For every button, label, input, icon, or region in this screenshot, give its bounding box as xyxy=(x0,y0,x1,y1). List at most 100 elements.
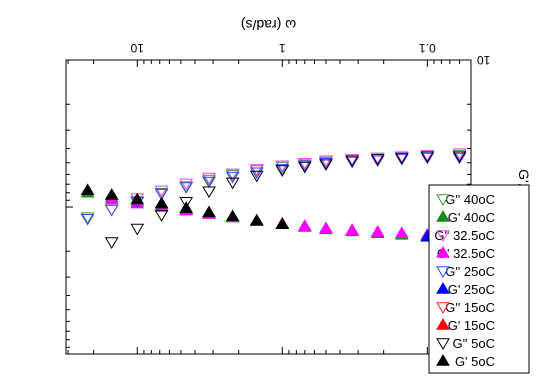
data-point xyxy=(104,237,119,249)
series-0 xyxy=(80,149,467,225)
data-point xyxy=(249,170,264,183)
data-point xyxy=(154,210,169,222)
plot-frame xyxy=(65,59,472,355)
data-point xyxy=(225,177,240,190)
data-point xyxy=(394,151,409,164)
legend-marker xyxy=(436,302,450,314)
legend-marker xyxy=(436,266,450,278)
data-point xyxy=(202,205,216,218)
data-point xyxy=(420,151,435,164)
legend-marker xyxy=(436,354,450,366)
data-point xyxy=(345,156,360,169)
data-point xyxy=(319,158,333,170)
data-point xyxy=(275,164,290,176)
data-point xyxy=(319,221,333,234)
x-tick-label: 1 xyxy=(279,41,286,55)
legend-label: G' 25oC xyxy=(448,282,495,297)
data-point xyxy=(297,159,312,171)
data-point xyxy=(80,212,95,225)
data-point xyxy=(452,151,467,164)
data-point xyxy=(370,154,385,166)
data-point xyxy=(179,201,194,213)
legend-marker xyxy=(436,338,450,350)
data-point xyxy=(249,164,264,176)
data-point xyxy=(275,217,290,229)
data-point xyxy=(452,149,467,162)
legend-marker xyxy=(436,246,450,258)
legend-marker xyxy=(436,230,450,242)
data-point xyxy=(345,223,360,235)
legend-label: G'' 15oC xyxy=(445,300,495,315)
data-points xyxy=(80,148,467,249)
data-point xyxy=(225,209,240,222)
data-point xyxy=(394,226,409,239)
x-axis-title: ω (rad/s) xyxy=(241,17,296,33)
data-point xyxy=(345,154,360,166)
data-point xyxy=(80,213,95,226)
data-point xyxy=(297,158,312,170)
data-point xyxy=(179,196,194,209)
data-point xyxy=(370,155,385,168)
legend-marker xyxy=(436,210,450,222)
data-point xyxy=(202,174,216,187)
data-point xyxy=(345,155,360,168)
data-point xyxy=(130,192,145,205)
data-point xyxy=(202,186,216,199)
data-point xyxy=(452,148,467,161)
data-point xyxy=(130,223,145,236)
data-point xyxy=(319,159,333,171)
data-point xyxy=(154,196,169,209)
data-point xyxy=(319,155,333,168)
data-point xyxy=(420,149,435,162)
data-point xyxy=(202,176,216,189)
data-point xyxy=(249,213,264,226)
x-tick-label: 0.1 xyxy=(419,41,436,55)
series-9 xyxy=(80,183,290,229)
data-point xyxy=(202,172,216,185)
data-point xyxy=(275,165,290,177)
data-point xyxy=(275,161,290,174)
data-point xyxy=(80,183,95,196)
series-1 xyxy=(80,185,467,245)
legend-label: G' 32.5oC xyxy=(437,246,495,261)
data-point xyxy=(297,219,312,231)
legend-label: G'' 40oC xyxy=(445,192,495,207)
series-4 xyxy=(80,152,467,226)
data-point xyxy=(154,185,169,198)
legend: G' 5oC G'' 5oC G' 15oC G'' 15oC G' 25oC G'' 2… xyxy=(428,184,530,374)
legend-label: G'' 25oC xyxy=(445,264,495,279)
legend-label: G' 5oC xyxy=(455,354,495,369)
data-point xyxy=(452,152,467,165)
data-point xyxy=(370,152,385,165)
data-point xyxy=(394,154,409,166)
data-point xyxy=(370,225,385,237)
data-point xyxy=(225,168,240,181)
data-point xyxy=(297,160,312,173)
data-point xyxy=(225,169,240,182)
data-point xyxy=(179,178,194,191)
legend-label: G' 40oC xyxy=(448,210,495,225)
data-point xyxy=(104,188,119,200)
legend-marker xyxy=(436,282,450,294)
data-point xyxy=(394,152,409,165)
data-point xyxy=(104,204,119,217)
x-tick-label: 10 xyxy=(130,41,144,55)
legend-label: G' 15oC xyxy=(448,318,495,333)
y-tick-label: 10 xyxy=(477,53,491,67)
legend-marker xyxy=(436,194,450,206)
data-point xyxy=(319,156,333,169)
data-point xyxy=(154,188,169,201)
legend-marker xyxy=(436,318,450,330)
data-point xyxy=(179,181,194,194)
series-8 xyxy=(104,151,467,249)
legend-label: G'' 5oC xyxy=(452,336,495,351)
data-point xyxy=(225,171,240,184)
legend-label: G'' 32.5oC xyxy=(434,228,495,243)
data-point xyxy=(179,182,194,194)
data-point xyxy=(420,152,435,165)
data-point xyxy=(249,167,264,180)
data-point xyxy=(104,204,119,217)
series-2 xyxy=(130,148,467,206)
